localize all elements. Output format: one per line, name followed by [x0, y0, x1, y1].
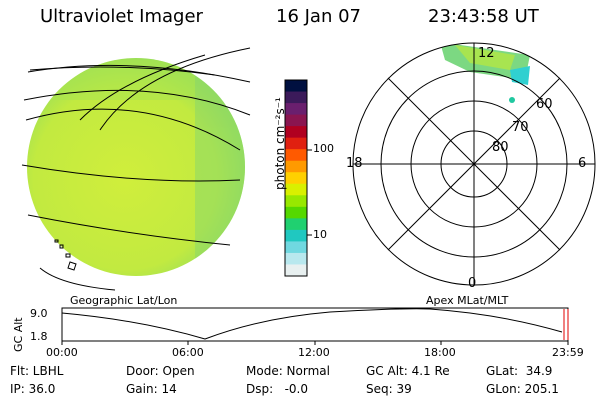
colorbar-segment: [285, 218, 307, 231]
filter-info: Flt: LBHL: [10, 364, 64, 378]
xtick-1200: 12:00: [298, 346, 330, 359]
door-info: Door: Open: [126, 364, 195, 378]
altitude-curve: [61, 308, 563, 340]
time-label: 23:43:58 UT: [428, 6, 539, 27]
colorbar-segment: [285, 183, 307, 196]
colorbar-segment: [285, 103, 307, 116]
glon-info: GLon: 205.1: [486, 382, 559, 396]
colorbar-segment: [285, 160, 307, 173]
colorbar-tick-10: 10: [313, 228, 327, 241]
xtick-0600: 06:00: [172, 346, 204, 359]
lat-label-70: 70: [512, 120, 529, 135]
latlon-line: [27, 214, 231, 246]
colorbar-segment: [285, 80, 307, 93]
colorbar-segment: [285, 137, 307, 150]
colorbar-segment: [285, 126, 307, 139]
dsp-info: Dsp: -0.0: [246, 382, 309, 396]
xtick-1800: 18:00: [424, 346, 456, 359]
colorbar-segment: [285, 91, 307, 104]
altitude-ytick-9: 9.0: [30, 307, 48, 320]
lat-label-80: 80: [492, 140, 509, 155]
instrument-title: Ultraviolet Imager: [40, 6, 203, 27]
gain-info: Gain: 14: [126, 382, 177, 396]
gc-alt-info: GC Alt: 4.1 Re: [366, 364, 450, 378]
lat-label-60: 60: [536, 97, 553, 112]
mlt-label-6: 6: [578, 156, 587, 171]
colorbar-segment: [285, 172, 307, 185]
seq-info: Seq: 39: [366, 382, 412, 396]
mode-info: Mode: Normal: [246, 364, 330, 378]
latlon-line: [21, 164, 241, 182]
colorbar-segment: [285, 195, 307, 208]
colorbar-segment: [285, 114, 307, 127]
mlt-label-18: 18: [346, 156, 363, 171]
ip-info: IP: 36.0: [10, 382, 56, 396]
colorbar-tick-100: 100: [313, 142, 334, 155]
colorbar-segment: [285, 252, 307, 265]
xtick-0000: 00:00: [46, 346, 78, 359]
colorbar-segment: [285, 229, 307, 242]
latlon-line: [39, 267, 116, 291]
latlon-line: [29, 66, 216, 76]
xtick-2359: 23:59: [552, 346, 584, 359]
colorbar-label: photon cm⁻²s⁻¹: [273, 97, 287, 190]
colorbar-segment: [285, 149, 307, 162]
earth-disk: [27, 58, 245, 276]
latlon-line: [25, 108, 241, 151]
latlon-line: [23, 89, 251, 116]
colorbar-segment: [285, 241, 307, 254]
colorbar: [284, 79, 312, 277]
latlon-line: [79, 54, 206, 121]
date-label: 16 Jan 07: [276, 6, 361, 27]
mlt-label-12: 12: [478, 46, 495, 61]
altitude-ytick-1.8: 1.8: [30, 330, 48, 343]
geo-panel-label: Geographic Lat/Lon: [70, 294, 178, 307]
polar-panel-label: Apex MLat/MLT: [426, 294, 509, 307]
colorbar-segment: [285, 206, 307, 219]
latlon-line: [27, 64, 251, 83]
altitude-ylabel: GC Alt: [12, 317, 25, 352]
latlon-line: [99, 47, 251, 131]
glat-info: GLat: 34.9: [486, 364, 553, 378]
colorbar-segment: [285, 264, 307, 277]
mlt-label-0: 0: [468, 276, 477, 291]
